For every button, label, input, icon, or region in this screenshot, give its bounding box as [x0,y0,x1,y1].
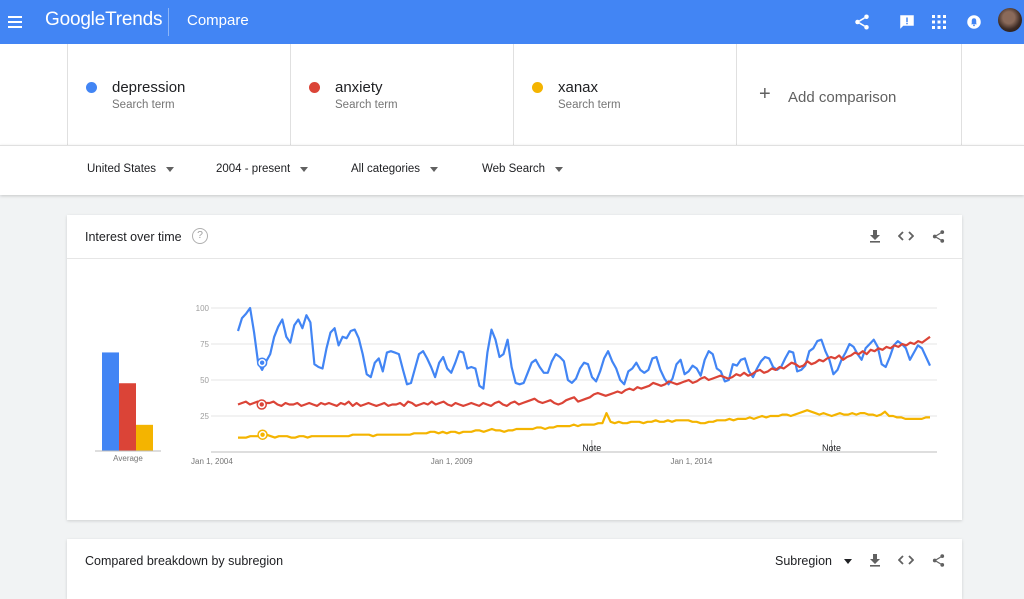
category-dropdown[interactable]: All categories [351,163,439,175]
subregion-value: Subregion [775,554,832,568]
share-icon[interactable] [850,10,874,34]
notifications-icon[interactable] [962,10,986,34]
help-icon[interactable]: ? [192,228,208,244]
comparison-terms-bar: depression Search term anxiety Search te… [0,44,1024,145]
interest-over-time-card: Interest over time ? 100 75 50 25 Jan 1, 200… [67,215,962,520]
add-comparison-button[interactable]: + Add comparison [736,44,962,145]
card-title: Interest over time [85,230,182,244]
chevron-down-icon [555,166,564,172]
card-header: Interest over time ? [67,215,962,259]
category-value: All categories [351,163,421,175]
subregion-dropdown[interactable]: Subregion [775,554,852,568]
x-tick-label: Jan 1, 2014 [670,457,712,466]
note-label: Note [822,443,841,453]
series-line-xanax [238,409,930,439]
compared-breakdown-card: Compared breakdown by subregion Subregio… [67,539,962,599]
region-dropdown[interactable]: United States [87,163,175,175]
search-type-dropdown[interactable]: Web Search [482,163,564,175]
x-tick-label: Jan 1, 2004 [191,457,233,466]
term-card-xanax[interactable]: xanax Search term [513,44,736,145]
page-title: Compare [187,12,249,29]
interest-chart: 100 75 50 25 Jan 1, 2004 Jan 1, 2009 Jan 1, 20… [95,304,937,466]
term-type: Search term [112,99,175,111]
hover-marker-dot-xanax [260,432,265,437]
embed-code-icon[interactable] [897,227,915,245]
term-name: xanax [558,79,599,96]
filters-bar: United States 2004 - present All categor… [0,145,1024,195]
apps-grid-icon[interactable] [927,10,951,34]
average-bar-depression [102,352,119,451]
card-title: Compared breakdown by subregion [85,554,284,568]
y-tick-label: 25 [200,412,209,421]
search-type-value: Web Search [482,163,546,175]
term-card-anxiety[interactable]: anxiety Search term [290,44,513,145]
plus-icon: + [759,83,771,105]
embed-code-icon[interactable] [897,551,915,569]
logo-google-text: Google [45,9,106,30]
note-label: Note [582,443,601,453]
download-icon[interactable] [866,551,884,569]
card-header: Compared breakdown by subregion Subregio… [67,539,962,583]
series-line-depression [236,306,931,390]
menu-icon[interactable] [8,11,24,33]
y-tick-label: 50 [200,376,209,385]
header-divider [168,8,169,36]
x-tick-label: Jan 1, 2009 [431,457,473,466]
time-range-value: 2004 - present [216,163,291,175]
hover-marker-dot-anxiety [259,402,264,407]
term-color-dot [309,82,320,93]
chevron-down-icon [844,558,852,564]
average-label: Average [113,454,143,463]
term-color-dot [532,82,543,93]
chevron-down-icon [166,166,175,172]
term-name: depression [112,79,186,96]
google-trends-logo[interactable]: GoogleTrends [45,9,163,31]
chevron-down-icon [430,166,439,172]
term-type: Search term [335,99,398,111]
region-value: United States [87,163,157,175]
series-line-anxiety [237,335,931,407]
share-icon[interactable] [929,227,947,245]
average-bar-anxiety [119,383,136,451]
logo-trends-text: Trends [105,9,163,30]
average-bar-xanax [136,424,153,451]
add-comparison-label: Add comparison [788,89,897,106]
chevron-down-icon [300,166,309,172]
y-tick-label: 100 [196,304,210,313]
term-name: anxiety [335,79,383,96]
term-color-dot [86,82,97,93]
term-type: Search term [558,99,621,111]
hover-marker-dot-depression [259,360,265,365]
account-avatar[interactable] [998,8,1022,32]
y-tick-label: 75 [200,340,209,349]
feedback-icon[interactable] [895,10,919,34]
share-icon[interactable] [929,551,947,569]
download-icon[interactable] [866,227,884,245]
time-range-dropdown[interactable]: 2004 - present [216,163,309,175]
term-card-depression[interactable]: depression Search term [67,44,290,145]
top-app-bar: GoogleTrends Compare [0,0,1024,44]
